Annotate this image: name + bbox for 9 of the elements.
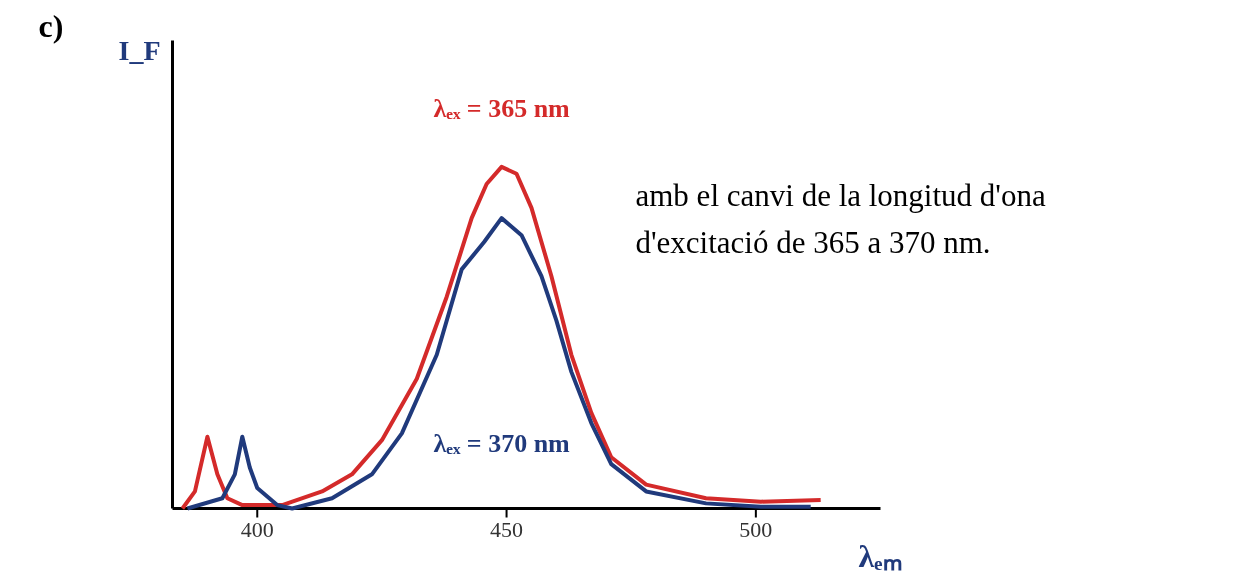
annotation: amb el canvi de la longitud d'ona d'excitació de 365 a 370 nm. xyxy=(635,178,1046,260)
series-label: λₑₓ = 370 nm xyxy=(433,429,571,458)
y-axis-title: I_F xyxy=(118,35,161,66)
x-tick-label: 450 xyxy=(490,516,524,542)
x-tick-label: 400 xyxy=(240,516,274,542)
text: c) xyxy=(38,7,64,44)
text: λₑₓ = 365 nm xyxy=(433,94,571,123)
x-axis-title: λₑₘ xyxy=(858,537,902,574)
x-tick-label: 500 xyxy=(739,516,773,542)
